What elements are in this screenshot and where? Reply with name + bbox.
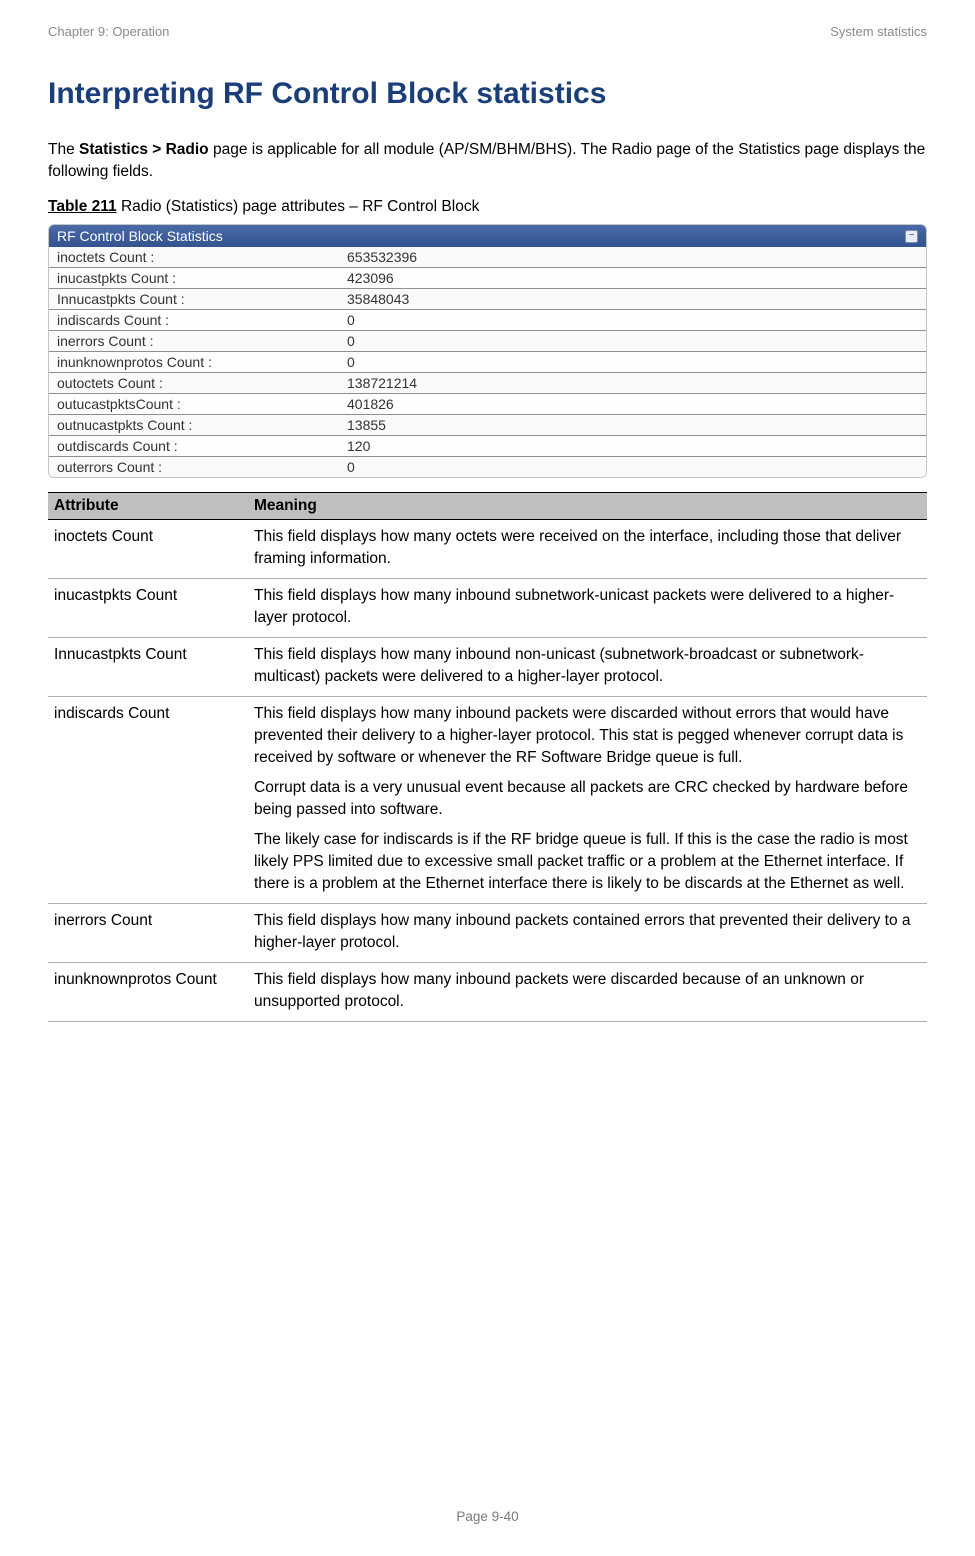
table-caption: Table 211 Radio (Statistics) page attrib… — [48, 198, 927, 216]
stats-row: outerrors Count :0 — [49, 457, 926, 477]
meaning-paragraph: The likely case for indiscards is if the… — [254, 829, 921, 895]
table-row: indiscards CountThis field displays how … — [48, 697, 927, 904]
collapse-icon[interactable]: − — [905, 230, 918, 243]
table-row: inoctets CountThis field displays how ma… — [48, 520, 927, 579]
stats-label: inerrors Count : — [49, 331, 339, 351]
stats-label: outoctets Count : — [49, 373, 339, 393]
stats-row: indiscards Count :0 — [49, 310, 926, 331]
stats-value: 401826 — [339, 394, 926, 414]
meaning-paragraph: This field displays how many inbound pac… — [254, 910, 921, 954]
stats-value: 423096 — [339, 268, 926, 288]
stats-panel: RF Control Block Statistics − inoctets C… — [48, 224, 927, 478]
meaning-cell: This field displays how many inbound pac… — [248, 697, 927, 904]
stats-row: outoctets Count :138721214 — [49, 373, 926, 394]
stats-label: Innucastpkts Count : — [49, 289, 339, 309]
attr-cell: inerrors Count — [48, 904, 248, 963]
meaning-paragraph: This field displays how many octets were… — [254, 526, 921, 570]
stats-label: outerrors Count : — [49, 457, 339, 477]
meaning-cell: This field displays how many inbound non… — [248, 638, 927, 697]
stats-label: outnucastpkts Count : — [49, 415, 339, 435]
stats-row: inoctets Count :653532396 — [49, 247, 926, 268]
attr-cell: inoctets Count — [48, 520, 248, 579]
meaning-paragraph: This field displays how many inbound sub… — [254, 585, 921, 629]
meaning-paragraph: This field displays how many inbound pac… — [254, 703, 921, 769]
page-footer: Page 9-40 — [0, 1509, 975, 1524]
stats-panel-title: RF Control Block Statistics — [57, 228, 223, 244]
stats-row: inunknownprotos Count :0 — [49, 352, 926, 373]
stats-panel-header: RF Control Block Statistics − — [49, 225, 926, 247]
caption-rest: Radio (Statistics) page attributes – RF … — [117, 198, 480, 215]
stats-value: 138721214 — [339, 373, 926, 393]
stats-label: inucastpkts Count : — [49, 268, 339, 288]
stats-value: 0 — [339, 331, 926, 351]
attr-cell: indiscards Count — [48, 697, 248, 904]
page-title: Interpreting RF Control Block statistics — [48, 77, 927, 111]
meaning-paragraph: This field displays how many inbound non… — [254, 644, 921, 688]
stats-value: 0 — [339, 310, 926, 330]
table-row: inunknownprotos CountThis field displays… — [48, 963, 927, 1022]
stats-label: inunknownprotos Count : — [49, 352, 339, 372]
attr-cell: inunknownprotos Count — [48, 963, 248, 1022]
stats-label: outucastpktsCount : — [49, 394, 339, 414]
stats-value: 35848043 — [339, 289, 926, 309]
stats-value: 0 — [339, 352, 926, 372]
attr-cell: Innucastpkts Count — [48, 638, 248, 697]
meaning-cell: This field displays how many inbound pac… — [248, 904, 927, 963]
meaning-col-header: Meaning — [248, 493, 927, 520]
stats-value: 653532396 — [339, 247, 926, 267]
stats-row: Innucastpkts Count :35848043 — [49, 289, 926, 310]
page-header: Chapter 9: Operation System statistics — [48, 24, 927, 39]
stats-row: inerrors Count :0 — [49, 331, 926, 352]
stats-value: 120 — [339, 436, 926, 456]
stats-value: 0 — [339, 457, 926, 477]
attr-col-header: Attribute — [48, 493, 248, 520]
stats-label: indiscards Count : — [49, 310, 339, 330]
stats-label: outdiscards Count : — [49, 436, 339, 456]
stats-label: inoctets Count : — [49, 247, 339, 267]
stats-value: 13855 — [339, 415, 926, 435]
meaning-cell: This field displays how many inbound sub… — [248, 579, 927, 638]
table-row: inucastpkts CountThis field displays how… — [48, 579, 927, 638]
stats-row: outucastpktsCount :401826 — [49, 394, 926, 415]
attr-cell: inucastpkts Count — [48, 579, 248, 638]
table-row: Innucastpkts CountThis field displays ho… — [48, 638, 927, 697]
header-right: System statistics — [830, 24, 927, 39]
meaning-cell: This field displays how many octets were… — [248, 520, 927, 579]
meaning-paragraph: Corrupt data is a very unusual event bec… — [254, 777, 921, 821]
header-left: Chapter 9: Operation — [48, 24, 169, 39]
attribute-table: Attribute Meaning inoctets CountThis fie… — [48, 492, 927, 1022]
stats-row: outdiscards Count :120 — [49, 436, 926, 457]
table-row: inerrors CountThis field displays how ma… — [48, 904, 927, 963]
stats-row: inucastpkts Count :423096 — [49, 268, 926, 289]
intro-paragraph: The Statistics > Radio page is applicabl… — [48, 139, 927, 182]
meaning-paragraph: This field displays how many inbound pac… — [254, 969, 921, 1013]
stats-rows: inoctets Count :653532396inucastpkts Cou… — [49, 247, 926, 477]
intro-prefix: The — [48, 141, 79, 158]
meaning-cell: This field displays how many inbound pac… — [248, 963, 927, 1022]
caption-bold: Table 211 — [48, 198, 117, 215]
intro-bold: Statistics > Radio — [79, 141, 209, 158]
stats-row: outnucastpkts Count :13855 — [49, 415, 926, 436]
